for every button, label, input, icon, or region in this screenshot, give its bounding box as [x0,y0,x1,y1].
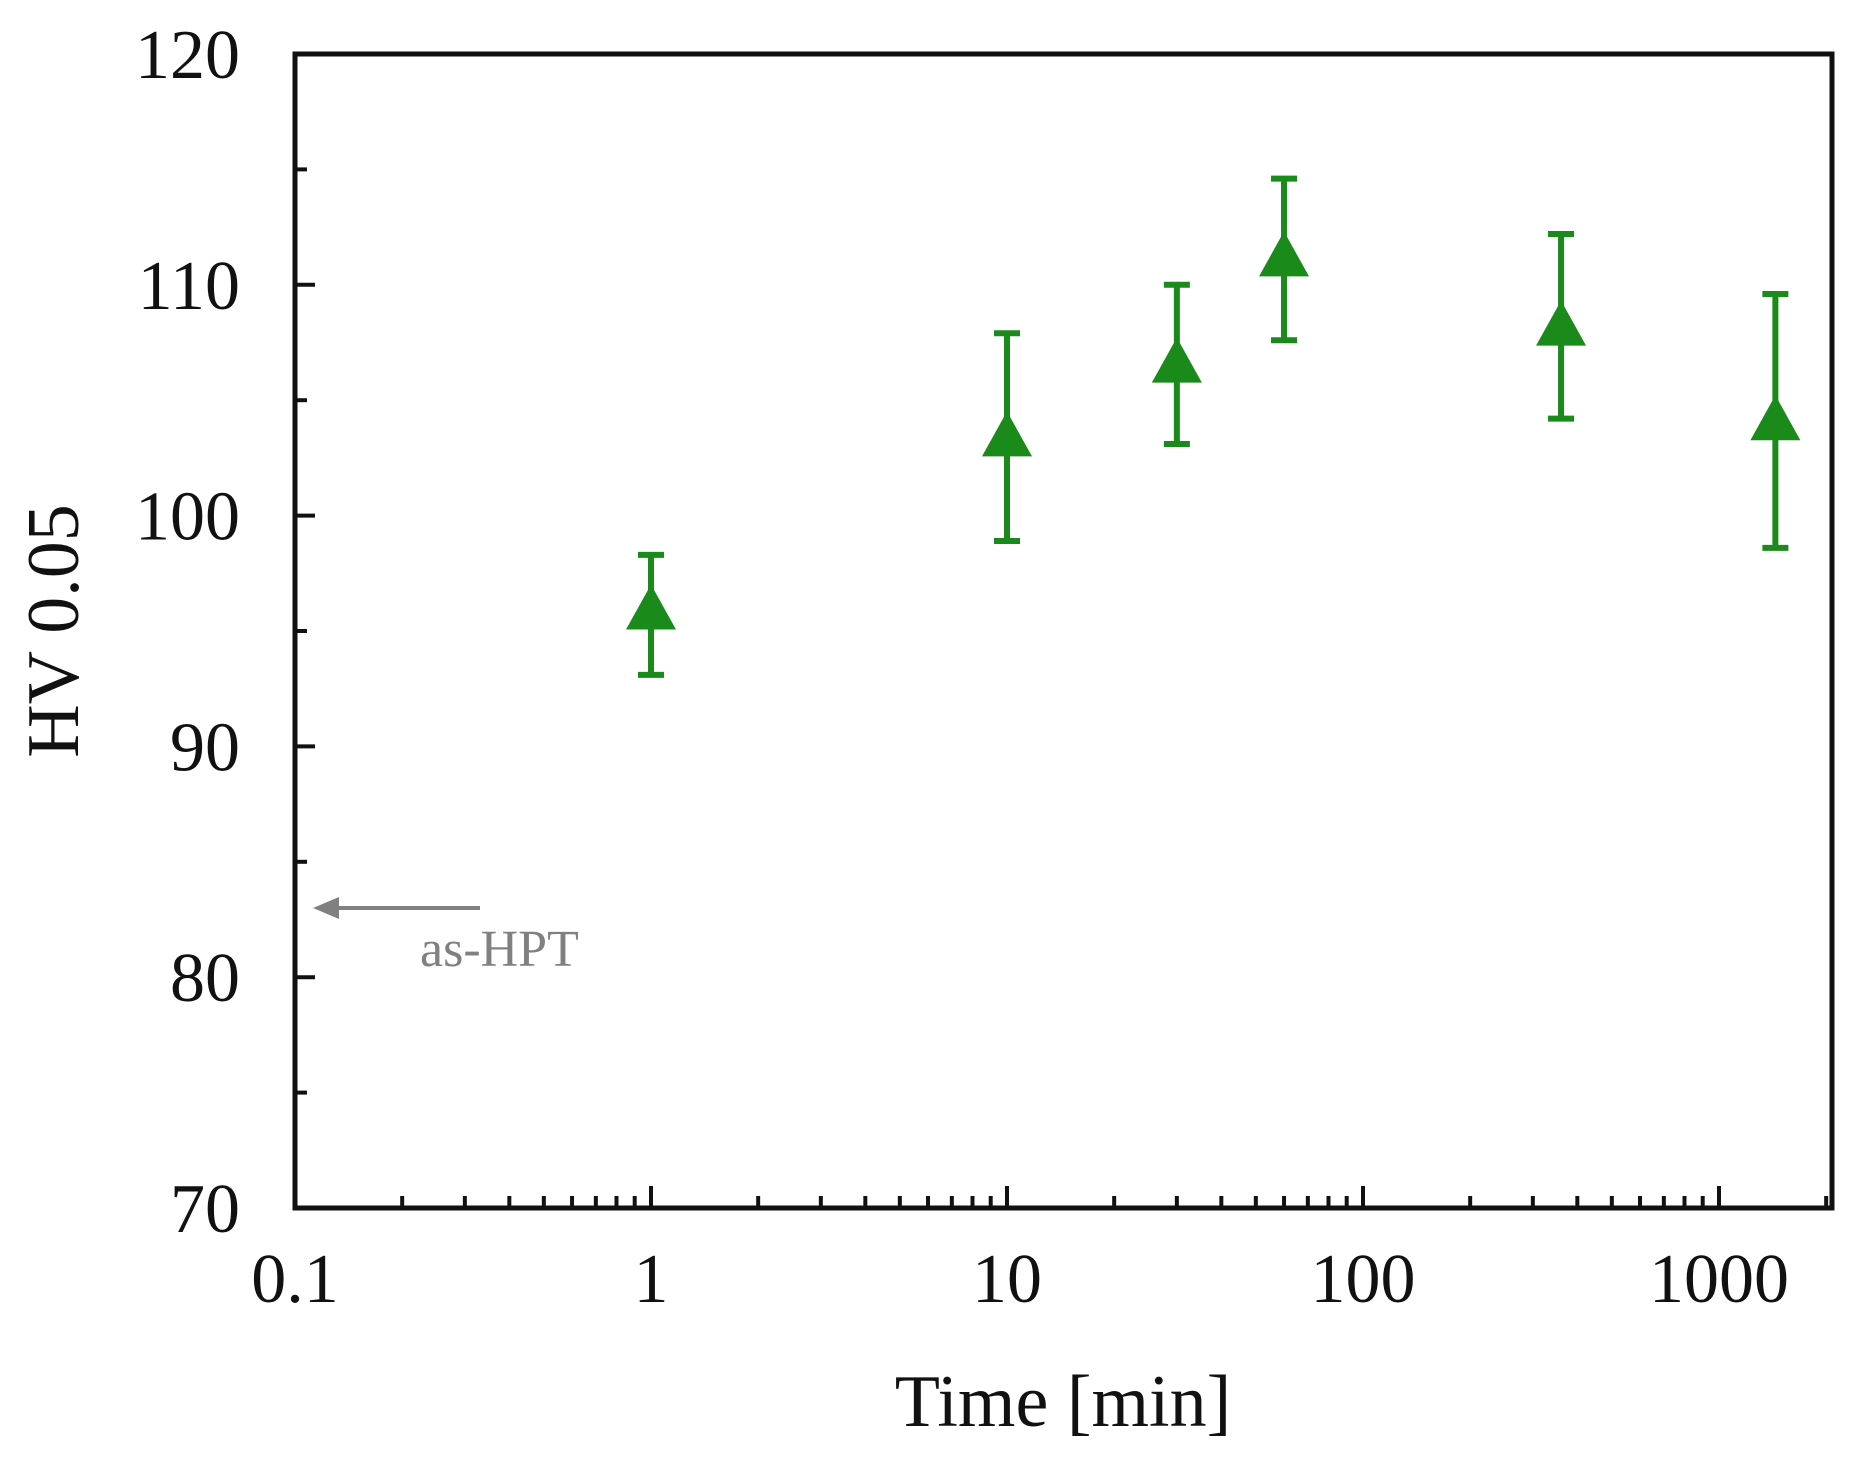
y-tick-label: 80 [170,940,240,1017]
y-tick-label: 120 [135,17,240,94]
major-ticks [293,52,1721,1210]
data-point [626,584,676,630]
x-tick-label: 1000 [1649,1241,1789,1318]
data-point [1151,337,1202,383]
y-tick-label: 110 [138,248,240,325]
data-point [1259,231,1310,277]
plot-frame [292,51,1835,1211]
x-tick-label: 100 [1311,1241,1416,1318]
annotation-arrowhead [313,896,339,919]
annotation-label: as-HPT [420,921,579,978]
y-axis-title: HV 0.05 [13,504,95,758]
minor-ticks [295,167,1829,1208]
x-tick-label: 1 [634,1241,669,1318]
y-tick-label: 70 [170,1171,240,1248]
data-layer [626,175,1801,678]
x-tick-label: 10 [972,1241,1042,1318]
data-point [982,411,1032,457]
y-tick-label: 100 [135,479,240,556]
y-tick-label: 90 [170,709,240,786]
data-point [1536,300,1587,346]
x-tick-label: 0.1 [251,1241,339,1318]
data-point [1750,395,1801,441]
annotation-layer: as-HPT [313,896,579,978]
x-axis-title: Time [min] [895,1361,1231,1443]
